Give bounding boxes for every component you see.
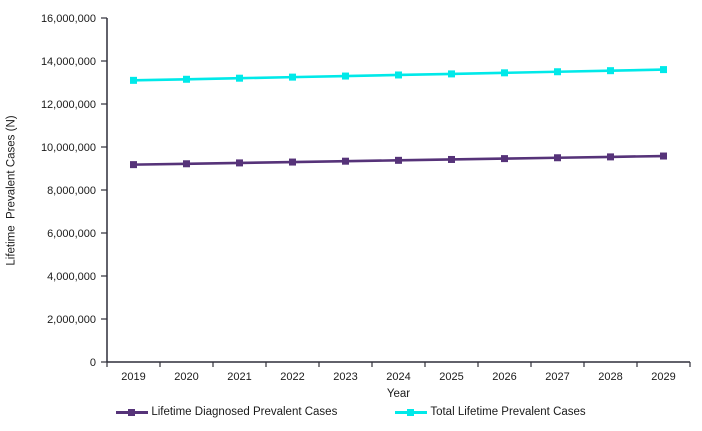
- series-marker-1: [607, 67, 614, 75]
- legend-marker-icon: [395, 407, 428, 417]
- x-tick-label: 2023: [333, 371, 357, 383]
- series-marker-1: [395, 71, 402, 79]
- x-tick-label: 2024: [386, 371, 410, 383]
- series-marker-0: [448, 155, 455, 163]
- legend-label: Total Lifetime Prevalent Cases: [430, 406, 586, 418]
- legend-label: Lifetime Diagnosed Prevalent Cases: [151, 406, 338, 418]
- x-tick-label: 2025: [439, 371, 463, 383]
- y-tick-label: 6,000,000: [47, 228, 96, 240]
- y-tick-label: 4,000,000: [47, 271, 96, 283]
- x-tick-label: 2027: [545, 371, 569, 383]
- y-tick-label: 10,000,000: [41, 142, 96, 154]
- series-marker-1: [501, 69, 508, 77]
- x-tick-label: 2029: [651, 371, 675, 383]
- series-marker-1: [289, 73, 296, 81]
- series-marker-1: [342, 72, 349, 80]
- y-tick-label: 14,000,000: [41, 56, 96, 68]
- legend-square-swatch: [407, 408, 415, 416]
- y-tick-label: 16,000,000: [41, 13, 96, 25]
- x-axis-label: Year: [386, 388, 411, 400]
- legend-item-1: Total Lifetime Prevalent Cases: [395, 406, 586, 418]
- series-marker-1: [660, 66, 667, 74]
- series-marker-0: [130, 161, 137, 169]
- y-tick-label: 8,000,000: [47, 185, 96, 197]
- legend-item-0: Lifetime Diagnosed Prevalent Cases: [116, 406, 337, 418]
- series-marker-0: [501, 155, 508, 163]
- y-tick-label: 12,000,000: [41, 99, 96, 111]
- series-marker-0: [236, 159, 243, 167]
- series-marker-0: [395, 156, 402, 164]
- legend: Lifetime Diagnosed Prevalent Cases Total …: [0, 406, 702, 418]
- x-tick-label: 2022: [280, 371, 304, 383]
- series-marker-1: [183, 75, 190, 83]
- legend-marker-icon: [116, 407, 149, 417]
- series-marker-0: [607, 153, 614, 161]
- x-tick-label: 2026: [492, 371, 516, 383]
- series-marker-1: [236, 74, 243, 82]
- series-marker-0: [289, 158, 296, 166]
- series-marker-0: [342, 157, 349, 165]
- series-marker-1: [554, 68, 561, 76]
- series-marker-1: [448, 70, 455, 78]
- y-tick-label: 2,000,000: [47, 314, 96, 326]
- series-marker-0: [660, 152, 667, 160]
- x-tick-label: 2021: [227, 371, 251, 383]
- series-marker-0: [183, 160, 190, 168]
- legend-square-swatch: [128, 408, 136, 416]
- x-tick-label: 2019: [121, 371, 145, 383]
- series-marker-0: [554, 154, 561, 162]
- x-tick-label: 2020: [174, 371, 198, 383]
- y-tick-label: 0: [90, 357, 96, 369]
- series-marker-1: [130, 76, 137, 84]
- x-tick-label: 2028: [598, 371, 622, 383]
